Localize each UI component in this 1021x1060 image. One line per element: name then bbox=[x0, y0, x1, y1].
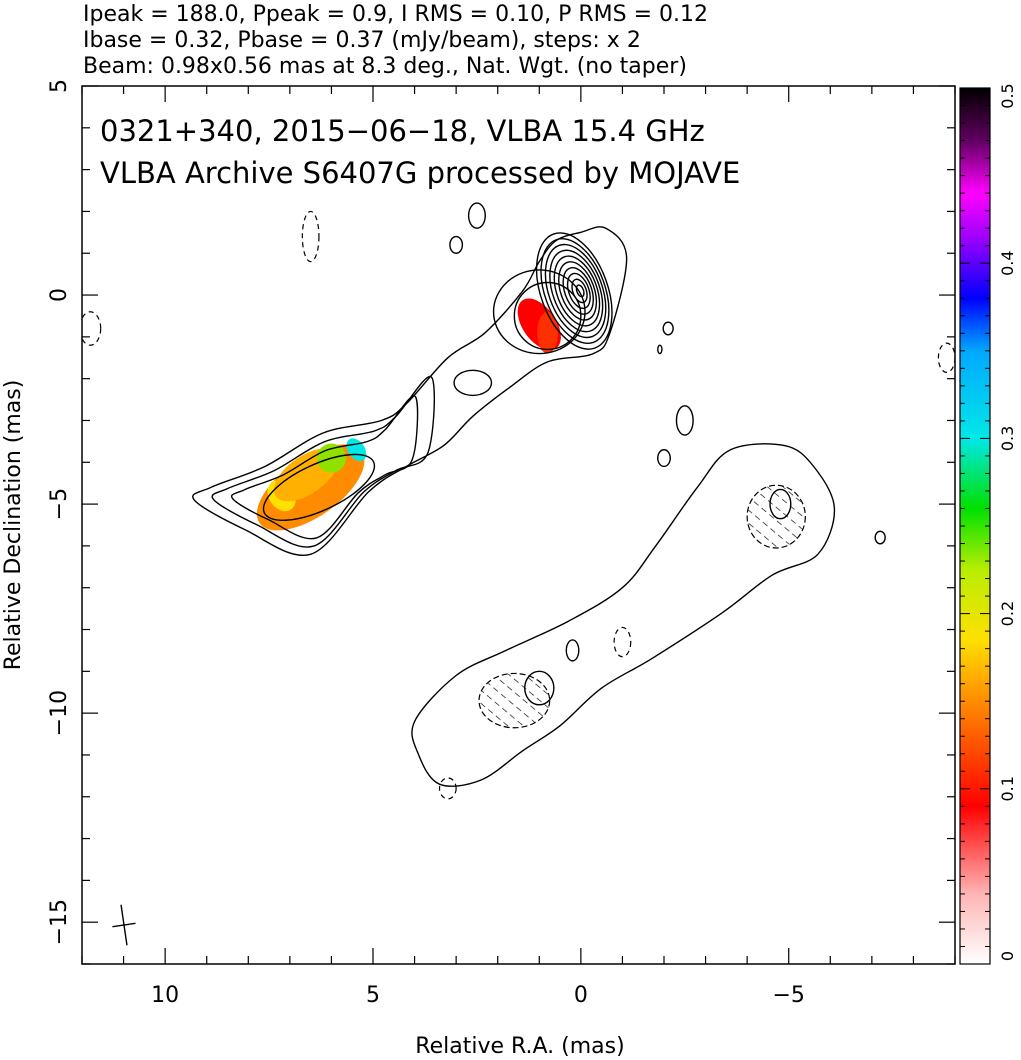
polarization-layer bbox=[256, 298, 561, 531]
contour-cj-knot-1 bbox=[524, 670, 555, 706]
y-tick-label: −5 bbox=[47, 488, 72, 520]
beam-marker bbox=[112, 904, 136, 946]
contour-blob-3 bbox=[675, 405, 694, 436]
contour-jet-hole bbox=[453, 369, 493, 397]
contour-core-jet-1 bbox=[492, 269, 586, 355]
contour-core-4 bbox=[553, 255, 601, 327]
x-tick-label: 5 bbox=[366, 983, 380, 1008]
colorbar-tick-label: 0.3 bbox=[998, 426, 1017, 451]
contour-core-9 bbox=[575, 284, 585, 298]
header-line-2: Ibase = 0.32, Pbase = 0.37 (mJy/beam), s… bbox=[83, 28, 641, 53]
x-tick-label: 0 bbox=[574, 983, 588, 1008]
contour-layer bbox=[82, 202, 955, 800]
contour-blob-4 bbox=[657, 449, 671, 468]
contour-core-3 bbox=[549, 249, 604, 333]
colorbar-tick-label: 0 bbox=[998, 951, 1017, 961]
y-tick-label: 0 bbox=[47, 288, 72, 302]
header-line-1: Ipeak = 188.0, Ppeak = 0.9, I RMS = 0.10… bbox=[83, 2, 708, 27]
contour-core-jet-2 bbox=[513, 281, 582, 351]
contour-core-8 bbox=[571, 278, 588, 304]
chart-subtitle: VLBA Archive S6407G processed by MOJAVE bbox=[100, 156, 740, 190]
header-line-3: Beam: 0.98x0.56 mas at 8.3 deg., Nat. Wg… bbox=[83, 54, 687, 79]
contour-blob-0 bbox=[467, 202, 486, 229]
contour-jet-outer bbox=[192, 226, 628, 557]
hatch-region-2 bbox=[746, 484, 806, 549]
contour-core-2 bbox=[544, 243, 607, 339]
contour-core-0 bbox=[535, 232, 613, 350]
y-tick-label: 5 bbox=[47, 79, 72, 93]
y-axis-label: Relative Declination (mas) bbox=[1, 380, 26, 671]
chart-title: 0321+340, 2015−06−18, VLBA 15.4 GHz bbox=[100, 114, 705, 148]
contour-cj-knot-2 bbox=[769, 488, 792, 520]
colorbar-tick-label: 0.2 bbox=[998, 601, 1017, 626]
contour-core-7 bbox=[566, 272, 591, 310]
colorbar-tick-label: 0.1 bbox=[998, 776, 1017, 801]
contour-blob-6 bbox=[565, 639, 580, 662]
contour-core-6 bbox=[562, 266, 594, 315]
plot-frame bbox=[81, 85, 956, 965]
colorbar-tick-label: 0.5 bbox=[998, 83, 1017, 108]
contour-core-5 bbox=[558, 261, 598, 321]
contour-counter-jet bbox=[411, 443, 836, 787]
contour-blob-7 bbox=[657, 344, 663, 355]
x-tick-label: −5 bbox=[772, 983, 804, 1008]
x-axis-label: Relative R.A. (mas) bbox=[415, 1034, 624, 1059]
colorbar-tick-label: 0.4 bbox=[998, 250, 1017, 275]
contour-negative-3 bbox=[438, 777, 457, 800]
y-tick-label: −10 bbox=[47, 690, 72, 736]
axis-ticks: 10 5 0 −5 5 0 −5 −10 −15 bbox=[47, 79, 956, 1008]
contour-negative-0 bbox=[301, 210, 320, 263]
contour-jet-knot bbox=[262, 453, 376, 521]
colorbar-ticks: 0 0.1 0.2 0.3 0.4 0.5 bbox=[960, 83, 1017, 965]
contour-blob-1 bbox=[449, 235, 464, 254]
contour-blob-2 bbox=[662, 321, 674, 336]
hatch-region-1 bbox=[478, 672, 551, 729]
beam-minor-axis bbox=[112, 922, 136, 928]
contour-negative-1 bbox=[82, 311, 102, 346]
y-tick-label: −15 bbox=[47, 899, 72, 945]
contour-negative-4 bbox=[613, 626, 632, 658]
contour-jet-3 bbox=[230, 395, 419, 540]
contour-negative-2 bbox=[937, 342, 955, 373]
contour-core-1 bbox=[540, 238, 610, 345]
contour-blob-5 bbox=[874, 530, 886, 545]
x-tick-label: 10 bbox=[151, 983, 179, 1008]
